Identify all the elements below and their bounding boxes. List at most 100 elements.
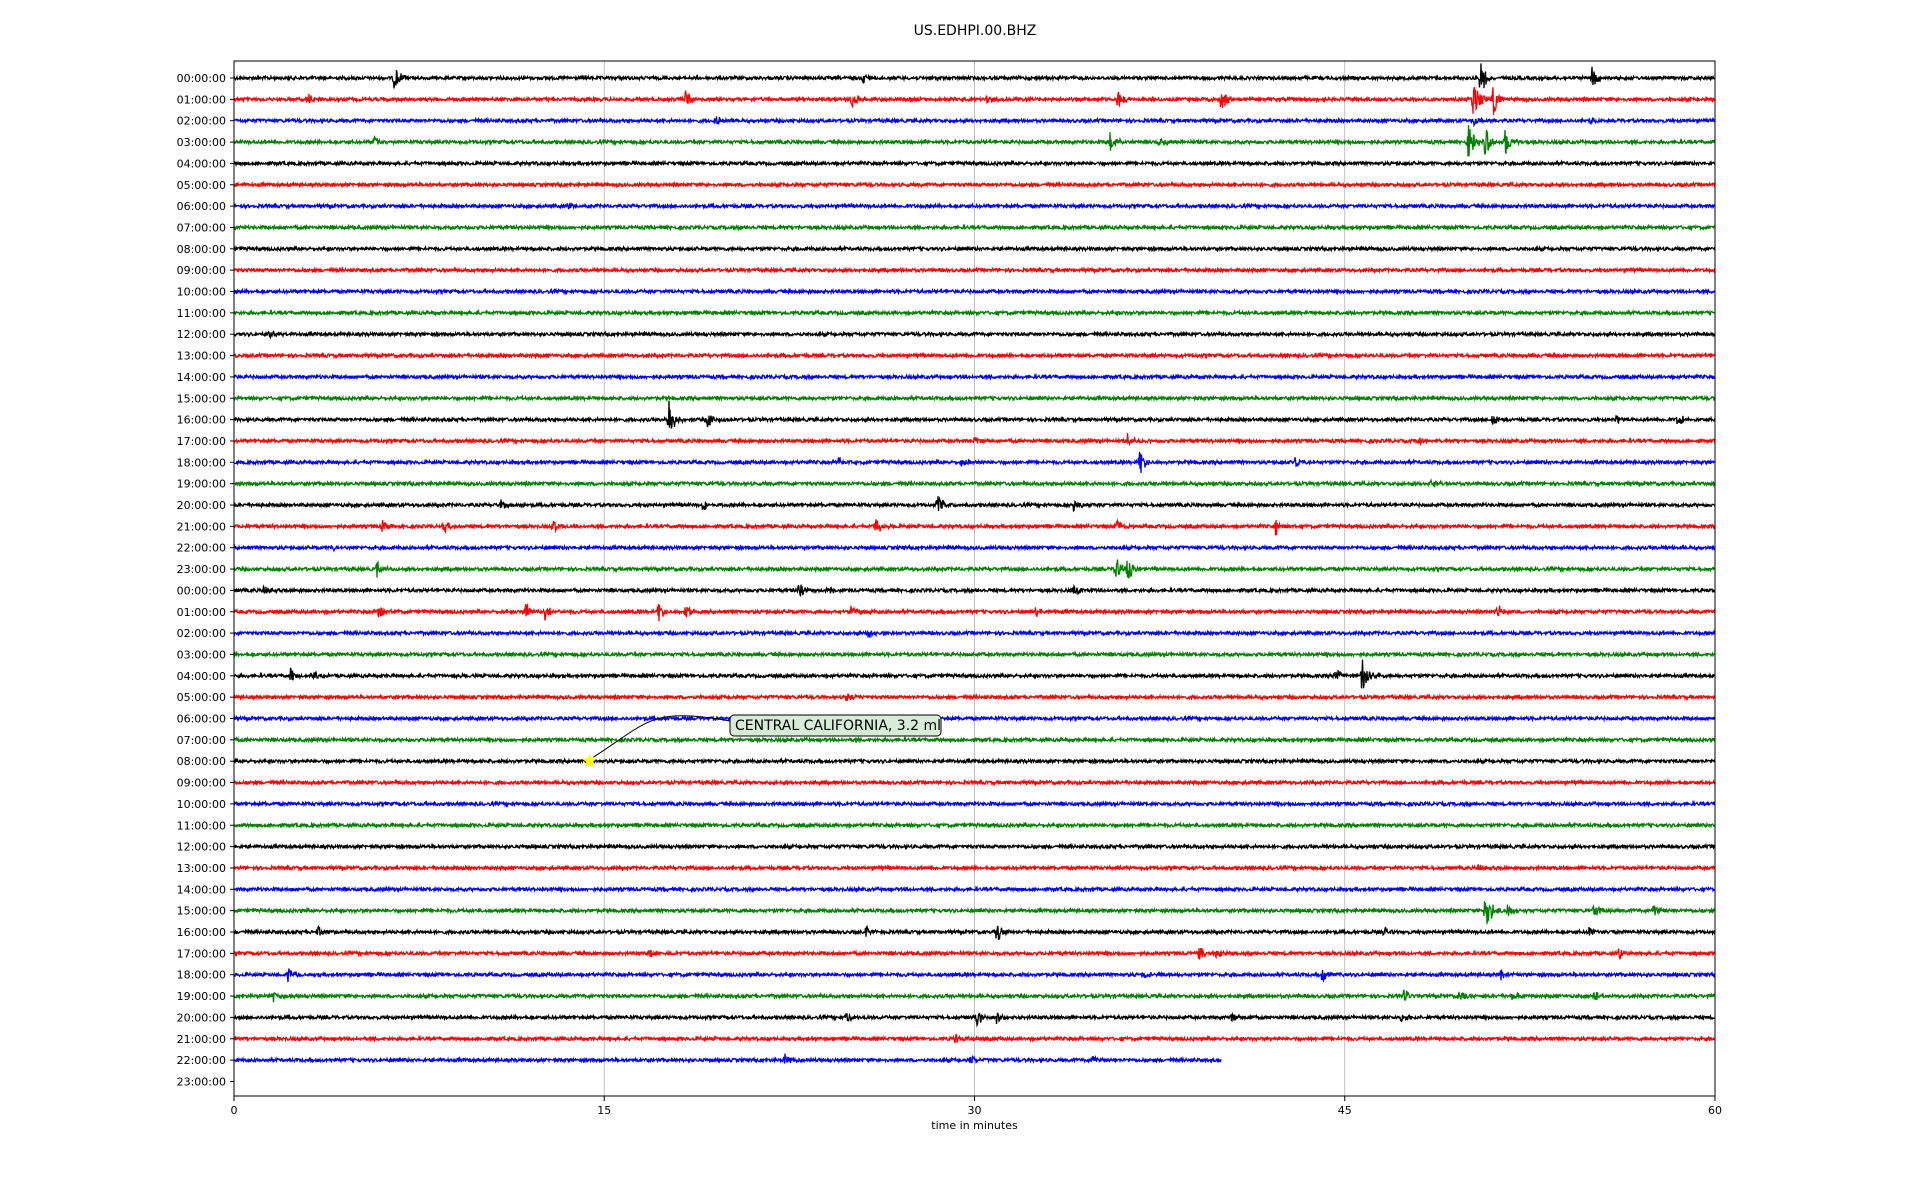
y-tick-label: 23:00:00 — [177, 1075, 226, 1088]
seismic-trace — [233, 372, 1716, 382]
seismic-trace — [233, 330, 1716, 340]
y-tick-label: 15:00:00 — [177, 392, 226, 405]
x-tick-label: 0 — [231, 1104, 238, 1117]
seismic-trace — [233, 989, 1716, 1003]
seismic-trace — [233, 947, 1716, 961]
seismic-trace — [233, 924, 1716, 941]
y-tick-label: 17:00:00 — [177, 435, 226, 448]
y-tick-label: 20:00:00 — [177, 499, 226, 512]
seismic-trace — [233, 201, 1716, 211]
seismic-trace — [233, 821, 1716, 830]
y-tick-label: 19:00:00 — [177, 990, 226, 1003]
y-tick-label: 03:00:00 — [177, 648, 226, 661]
y-tick-labels: 00:00:00 01:00:00 02:00:00 03:00:00 04:00:00… — [177, 72, 234, 1088]
seismic-trace — [233, 559, 1716, 579]
y-tick-label: 13:00:00 — [177, 350, 226, 363]
seismic-trace — [233, 778, 1716, 787]
seismic-trace — [233, 116, 1716, 128]
y-tick-label: 11:00:00 — [177, 307, 226, 320]
y-tick-label: 06:00:00 — [177, 200, 226, 213]
seismic-trace — [233, 693, 1716, 702]
y-tick-label: 05:00:00 — [177, 179, 226, 192]
event-annotation: CENTRAL CALIFORNIA, 3.2 ml — [582, 714, 942, 768]
seismic-trace — [233, 799, 1716, 809]
y-tick-label: 18:00:00 — [177, 969, 226, 982]
annotation-arrow — [593, 715, 731, 758]
traces — [233, 63, 1716, 1065]
seismic-trace — [233, 86, 1716, 115]
star-marker — [582, 753, 597, 768]
y-tick-label: 08:00:00 — [177, 243, 226, 256]
chart-title: US.EDHPI.00.BHZ — [914, 23, 1037, 39]
seismic-trace — [233, 400, 1716, 429]
seismic-trace — [233, 659, 1716, 689]
y-tick-label: 04:00:00 — [177, 157, 226, 170]
seismic-trace — [233, 885, 1716, 894]
y-tick-label: 11:00:00 — [177, 819, 226, 832]
y-tick-label: 05:00:00 — [177, 691, 226, 704]
y-tick-label: 01:00:00 — [177, 606, 226, 619]
y-tick-label: 14:00:00 — [177, 371, 226, 384]
seismic-trace — [233, 735, 1716, 744]
y-tick-label: 09:00:00 — [177, 264, 226, 277]
seismic-trace — [233, 244, 1716, 253]
seismic-trace — [233, 1011, 1716, 1028]
y-tick-label: 23:00:00 — [177, 563, 226, 576]
y-tick-label: 10:00:00 — [177, 286, 226, 299]
seismic-trace — [233, 650, 1716, 659]
y-tick-label: 03:00:00 — [177, 136, 226, 149]
annotation-text: CENTRAL CALIFORNIA, 3.2 ml — [735, 718, 941, 734]
seismic-trace — [233, 518, 1716, 536]
seismic-trace — [233, 159, 1716, 168]
y-tick-label: 17:00:00 — [177, 947, 226, 960]
y-tick-label: 13:00:00 — [177, 862, 226, 875]
seismic-trace — [233, 901, 1716, 925]
y-tick-label: 02:00:00 — [177, 627, 226, 640]
y-tick-label: 20:00:00 — [177, 1011, 226, 1024]
seismic-trace — [233, 287, 1716, 296]
y-tick-label: 18:00:00 — [177, 456, 226, 469]
x-tick-label: 15 — [597, 1104, 611, 1117]
seismic-trace — [233, 180, 1716, 189]
y-tick-label: 02:00:00 — [177, 115, 226, 128]
seismic-trace — [233, 432, 1716, 447]
seismic-trace — [233, 628, 1716, 639]
y-tick-label: 10:00:00 — [177, 798, 226, 811]
seismic-trace — [233, 714, 1716, 723]
x-ticks: 0 15 30 45 60 — [231, 1096, 1722, 1117]
y-tick-label: 21:00:00 — [177, 1033, 226, 1046]
seismic-trace — [233, 125, 1716, 157]
seismic-trace — [233, 266, 1716, 275]
x-tick-label: 60 — [1708, 1104, 1722, 1117]
grid-lines — [603, 61, 1346, 1096]
seismic-trace — [233, 842, 1716, 851]
x-tick-label: 45 — [1338, 1104, 1352, 1117]
y-tick-label: 01:00:00 — [177, 93, 226, 106]
y-tick-label: 16:00:00 — [177, 926, 226, 939]
seismic-trace — [233, 451, 1716, 474]
seismic-trace — [233, 603, 1716, 622]
y-tick-label: 08:00:00 — [177, 755, 226, 768]
y-tick-label: 14:00:00 — [177, 883, 226, 896]
y-tick-label: 16:00:00 — [177, 414, 226, 427]
y-tick-label: 09:00:00 — [177, 777, 226, 790]
seismic-trace — [233, 308, 1716, 317]
y-tick-label: 12:00:00 — [177, 841, 226, 854]
y-tick-label: 19:00:00 — [177, 478, 226, 491]
seismic-trace — [233, 496, 1716, 513]
seismic-trace — [233, 1053, 1222, 1065]
y-tick-label: 00:00:00 — [177, 72, 226, 85]
annotation-box — [729, 714, 942, 737]
y-tick-label: 22:00:00 — [177, 1054, 226, 1067]
y-tick-label: 07:00:00 — [177, 221, 226, 234]
seismic-trace — [233, 223, 1715, 232]
y-tick-label: 06:00:00 — [177, 713, 226, 726]
y-tick-label: 00:00:00 — [177, 584, 226, 597]
seismic-trace — [233, 863, 1716, 873]
y-tick-label: 04:00:00 — [177, 670, 226, 683]
seismic-trace — [233, 757, 1716, 766]
y-tick-label: 21:00:00 — [177, 520, 226, 533]
seismic-trace — [233, 543, 1716, 553]
y-tick-label: 12:00:00 — [177, 328, 226, 341]
